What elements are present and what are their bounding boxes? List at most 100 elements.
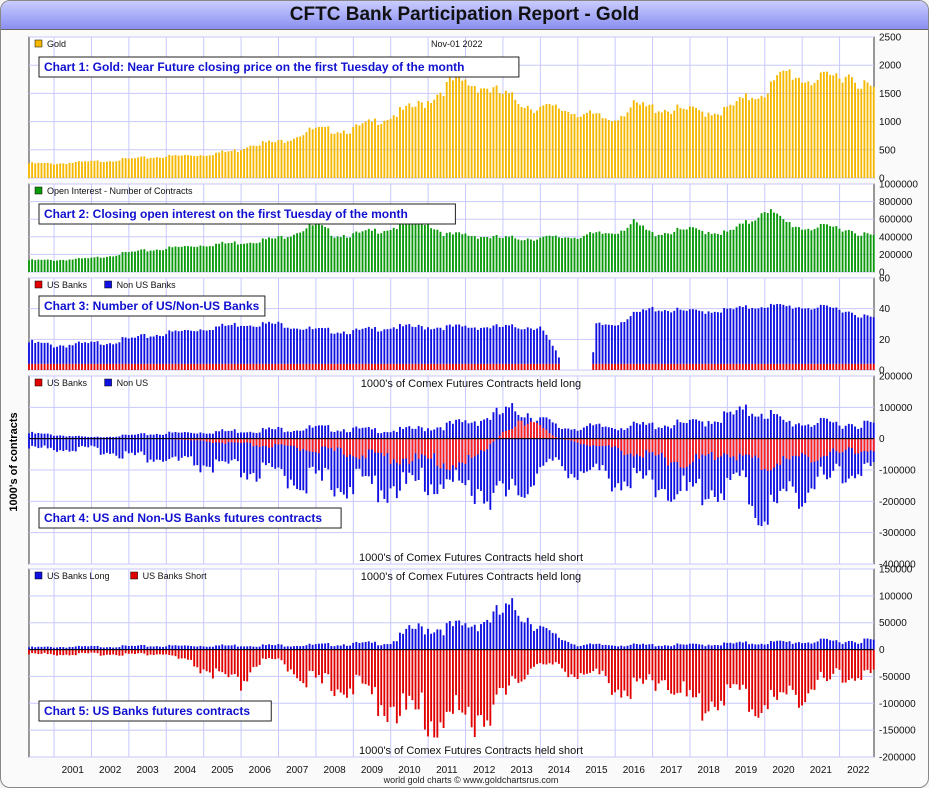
chart-4-non-us-long-bar — [124, 434, 127, 439]
chart-2-bar — [810, 230, 813, 272]
chart-3-us-bar — [798, 363, 800, 370]
chart-5-long-bar — [302, 645, 305, 650]
chart-3-us-bar — [330, 363, 333, 370]
chart-2-bar — [863, 232, 866, 272]
chart-4-non-us-long-bar — [498, 414, 501, 439]
chart-3-non-us-bar — [115, 343, 118, 364]
chart-1-bar — [667, 111, 669, 178]
chart-1-bar — [28, 163, 30, 178]
chart-1-bar — [850, 77, 853, 178]
chart-4-non-us-short-bar — [34, 438, 37, 447]
chart-5-long-bar — [632, 643, 635, 650]
chart-3-us-bar — [180, 363, 183, 370]
chart-4-non-us-long-bar — [221, 429, 224, 439]
chart-2-bar — [520, 240, 523, 272]
chart-5-long-bar — [589, 643, 592, 650]
chart-1-bar — [43, 163, 46, 178]
chart-4-us-bar — [810, 438, 813, 463]
chart-4-non-us-long-bar — [249, 431, 252, 439]
chart-5-long-note: 1000's of Comex Futures Contracts held l… — [361, 571, 581, 583]
chart-4-us-bar — [822, 438, 825, 456]
chart-2-bar — [698, 229, 701, 272]
chart-2-bar — [74, 258, 77, 272]
chart-4-us-bar — [807, 438, 810, 457]
chart-3-non-us-bar — [801, 308, 803, 364]
chart-4-us-bar — [860, 438, 863, 452]
chart-4-us-bar — [305, 438, 308, 451]
chart-4-non-us-long-bar — [236, 432, 239, 439]
chart-5-long-bar — [773, 641, 775, 650]
chart-3-non-us-bar — [508, 325, 510, 364]
chart-1-date-stamp: Nov-01 2022 — [431, 39, 483, 49]
chart-4-us-bar — [252, 438, 255, 447]
chart-5-short-bar — [140, 649, 143, 653]
chart-3-us-bar — [321, 363, 323, 370]
chart-5-short-bar — [308, 649, 311, 671]
chart-3-us-bar — [386, 363, 389, 370]
chart-4-non-us-short-bar — [336, 438, 339, 489]
chart-3-us-bar — [548, 363, 551, 370]
chart-1-bar — [670, 113, 673, 178]
chart-1-bar — [433, 99, 436, 178]
chart-2-bar — [65, 260, 68, 272]
chart-4-us-bar — [670, 438, 673, 463]
chart-3-us-bar — [607, 363, 610, 370]
chart-5-short-bar — [617, 649, 620, 690]
chart-2-bar — [854, 233, 856, 272]
chart-4-non-us-long-bar — [196, 433, 199, 439]
chart-3-non-us-bar — [682, 310, 685, 364]
chart-2-bar — [317, 223, 320, 272]
chart-1-bar — [118, 160, 121, 178]
chart-3-us-bar — [461, 363, 464, 370]
chart-4-us-bar — [648, 438, 651, 453]
chart-4-non-us-short-bar — [857, 438, 860, 475]
chart-2-bar — [96, 256, 99, 272]
chart-1-bar — [143, 156, 146, 178]
chart-5-short-bar — [723, 649, 726, 706]
chart-5-long-bar — [579, 645, 582, 650]
chart-3-non-us-bar — [623, 321, 626, 364]
chart-4-us-bar — [813, 438, 816, 462]
chart-4-non-us-short-bar — [576, 438, 579, 480]
chart-5-short-bar — [296, 649, 299, 679]
chart-3-us-bar — [692, 363, 694, 370]
chart-4-non-us-short-bar — [346, 438, 348, 499]
chart-4-non-us-short-bar — [726, 438, 729, 478]
chart-4-non-us-short-bar — [196, 438, 199, 466]
chart-5-long-bar — [626, 645, 629, 650]
chart-1-bar — [548, 103, 551, 178]
chart-3-us-bar — [230, 363, 233, 370]
chart-4-us-bar — [754, 438, 757, 456]
chart-5-long-bar — [327, 643, 330, 650]
chart-3-non-us-bar — [651, 306, 654, 364]
chart-2-bar — [707, 231, 710, 272]
chart-5-long-bar — [785, 641, 788, 650]
chart-5-short-bar — [137, 649, 140, 654]
chart-1-bar — [676, 104, 679, 178]
x-axis-year-label: 2016 — [623, 765, 646, 776]
chart-1-bar — [364, 121, 367, 178]
chart-4-non-us-long-bar — [352, 427, 355, 439]
chart-5-short-bar — [277, 649, 280, 659]
chart-4-us-bar — [411, 438, 414, 462]
chart-1-bar — [115, 161, 118, 178]
chart-3-non-us-bar — [205, 330, 208, 364]
chart-5-long-bar — [601, 645, 604, 650]
chart-2-bar — [442, 236, 445, 272]
chart-3-non-us-bar — [688, 309, 691, 364]
chart-3-us-bar — [414, 363, 417, 370]
chart-4-non-us-long-bar — [782, 419, 785, 439]
chart-3-us-bar — [816, 363, 819, 370]
chart-5-short-bar — [218, 649, 221, 672]
chart-2-bar — [635, 222, 638, 272]
chart-4-non-us-long-bar — [819, 417, 822, 439]
chart-3-non-us-bar — [96, 341, 99, 364]
chart-5-short-bar — [713, 649, 716, 707]
chart-1-bar — [349, 133, 351, 178]
chart-5-short-bar — [40, 649, 43, 654]
chart-3-non-us-bar — [140, 334, 143, 364]
chart-4-non-us-short-bar — [255, 438, 258, 482]
chart-1-bar — [483, 88, 486, 178]
chart-4-non-us-long-bar — [386, 432, 389, 439]
chart-3-us-bar — [601, 363, 604, 370]
